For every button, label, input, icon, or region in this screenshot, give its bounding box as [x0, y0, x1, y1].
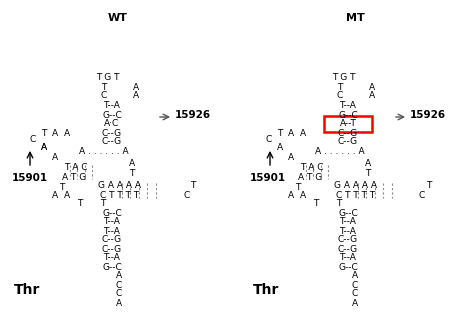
Text: T G T: T G T — [332, 74, 356, 83]
Text: C: C — [352, 280, 358, 290]
Text: C: C — [116, 280, 122, 290]
Text: C--G: C--G — [338, 235, 358, 244]
Text: C: C — [337, 91, 343, 100]
Text: C--G: C--G — [102, 235, 122, 244]
Text: T: T — [100, 199, 106, 208]
Text: T: T — [426, 182, 432, 191]
Text: T: T — [337, 199, 342, 208]
Text: A: A — [365, 158, 371, 167]
Text: A T G: A T G — [298, 172, 322, 182]
Text: A: A — [288, 192, 294, 201]
Text: 15901: 15901 — [12, 173, 48, 183]
Text: T: T — [77, 199, 82, 208]
Text: A: A — [64, 192, 70, 201]
Text: A: A — [52, 152, 58, 162]
Text: A: A — [300, 129, 306, 137]
Text: G A A A A: G A A A A — [335, 181, 377, 189]
Text: T: T — [277, 129, 283, 137]
Text: T--A: T--A — [339, 101, 356, 110]
Text: A: A — [300, 192, 306, 201]
Text: A T G: A T G — [62, 172, 86, 182]
Text: A: A — [288, 129, 294, 137]
Text: A: A — [352, 299, 358, 307]
Text: WT: WT — [108, 13, 128, 23]
Text: T--A: T--A — [103, 101, 120, 110]
Text: A--T: A--T — [339, 120, 356, 129]
Text: T: T — [337, 83, 343, 91]
Text: T: T — [295, 182, 301, 192]
Text: MT: MT — [346, 13, 365, 23]
Text: C--G: C--G — [338, 129, 358, 137]
Text: A: A — [133, 91, 139, 100]
Text: T--A: T--A — [103, 254, 120, 263]
Text: G--C: G--C — [338, 263, 358, 271]
Text: A: A — [133, 83, 139, 91]
Text: A: A — [116, 271, 122, 280]
Text: A: A — [41, 143, 47, 152]
Text: C T T T T: C T T T T — [100, 192, 140, 201]
Text: A: A — [52, 129, 58, 137]
Text: A: A — [369, 91, 375, 100]
Text: 15926: 15926 — [410, 110, 446, 120]
Text: T--A: T--A — [339, 227, 356, 235]
Text: C: C — [419, 192, 425, 201]
Text: A: A — [129, 158, 135, 167]
Text: A·C: A·C — [104, 120, 119, 129]
Text: A: A — [64, 129, 70, 137]
Text: A: A — [52, 192, 58, 201]
Text: C--G: C--G — [102, 244, 122, 254]
Text: T: T — [313, 199, 319, 208]
Text: C: C — [116, 290, 122, 299]
Text: T: T — [41, 129, 46, 137]
Text: 15901: 15901 — [250, 173, 286, 183]
Text: T--A: T--A — [339, 254, 356, 263]
Text: T--A: T--A — [339, 218, 356, 227]
Text: C T T T T: C T T T T — [337, 192, 375, 201]
Text: T G T: T G T — [96, 74, 120, 83]
Text: T: T — [59, 182, 64, 192]
Text: T--A: T--A — [103, 227, 120, 235]
Text: C--G: C--G — [338, 137, 358, 146]
Text: A: A — [288, 152, 294, 162]
Text: C: C — [101, 91, 107, 100]
Text: C--G: C--G — [102, 129, 122, 137]
Text: A: A — [116, 299, 122, 307]
Text: C: C — [30, 136, 36, 145]
Text: C: C — [352, 290, 358, 299]
Text: Thr: Thr — [14, 283, 40, 297]
Text: A . . . . . . A: A . . . . . . A — [79, 147, 129, 156]
Text: G--C: G--C — [102, 263, 122, 271]
Text: A: A — [352, 271, 358, 280]
Text: T A C: T A C — [300, 162, 324, 172]
Text: C: C — [266, 136, 272, 145]
Text: T A C: T A C — [64, 162, 88, 172]
Text: G--C: G--C — [102, 208, 122, 218]
Text: C: C — [184, 192, 190, 201]
Text: 15926: 15926 — [175, 110, 211, 120]
Text: G--C: G--C — [338, 110, 358, 120]
Text: G--C: G--C — [102, 110, 122, 120]
Text: Thr: Thr — [253, 283, 279, 297]
Text: C--G: C--G — [102, 137, 122, 146]
Text: A: A — [277, 143, 283, 152]
Text: A: A — [369, 83, 375, 91]
Text: G A A A A: G A A A A — [99, 181, 142, 189]
Text: T: T — [365, 170, 371, 178]
Text: T: T — [101, 83, 107, 91]
Text: T--A: T--A — [103, 218, 120, 227]
Text: T: T — [191, 182, 196, 191]
Text: G--C: G--C — [338, 208, 358, 218]
Text: C--G: C--G — [338, 244, 358, 254]
Text: T: T — [129, 170, 135, 178]
Text: A: A — [41, 143, 47, 152]
Text: A . . . . . . A: A . . . . . . A — [315, 147, 365, 156]
